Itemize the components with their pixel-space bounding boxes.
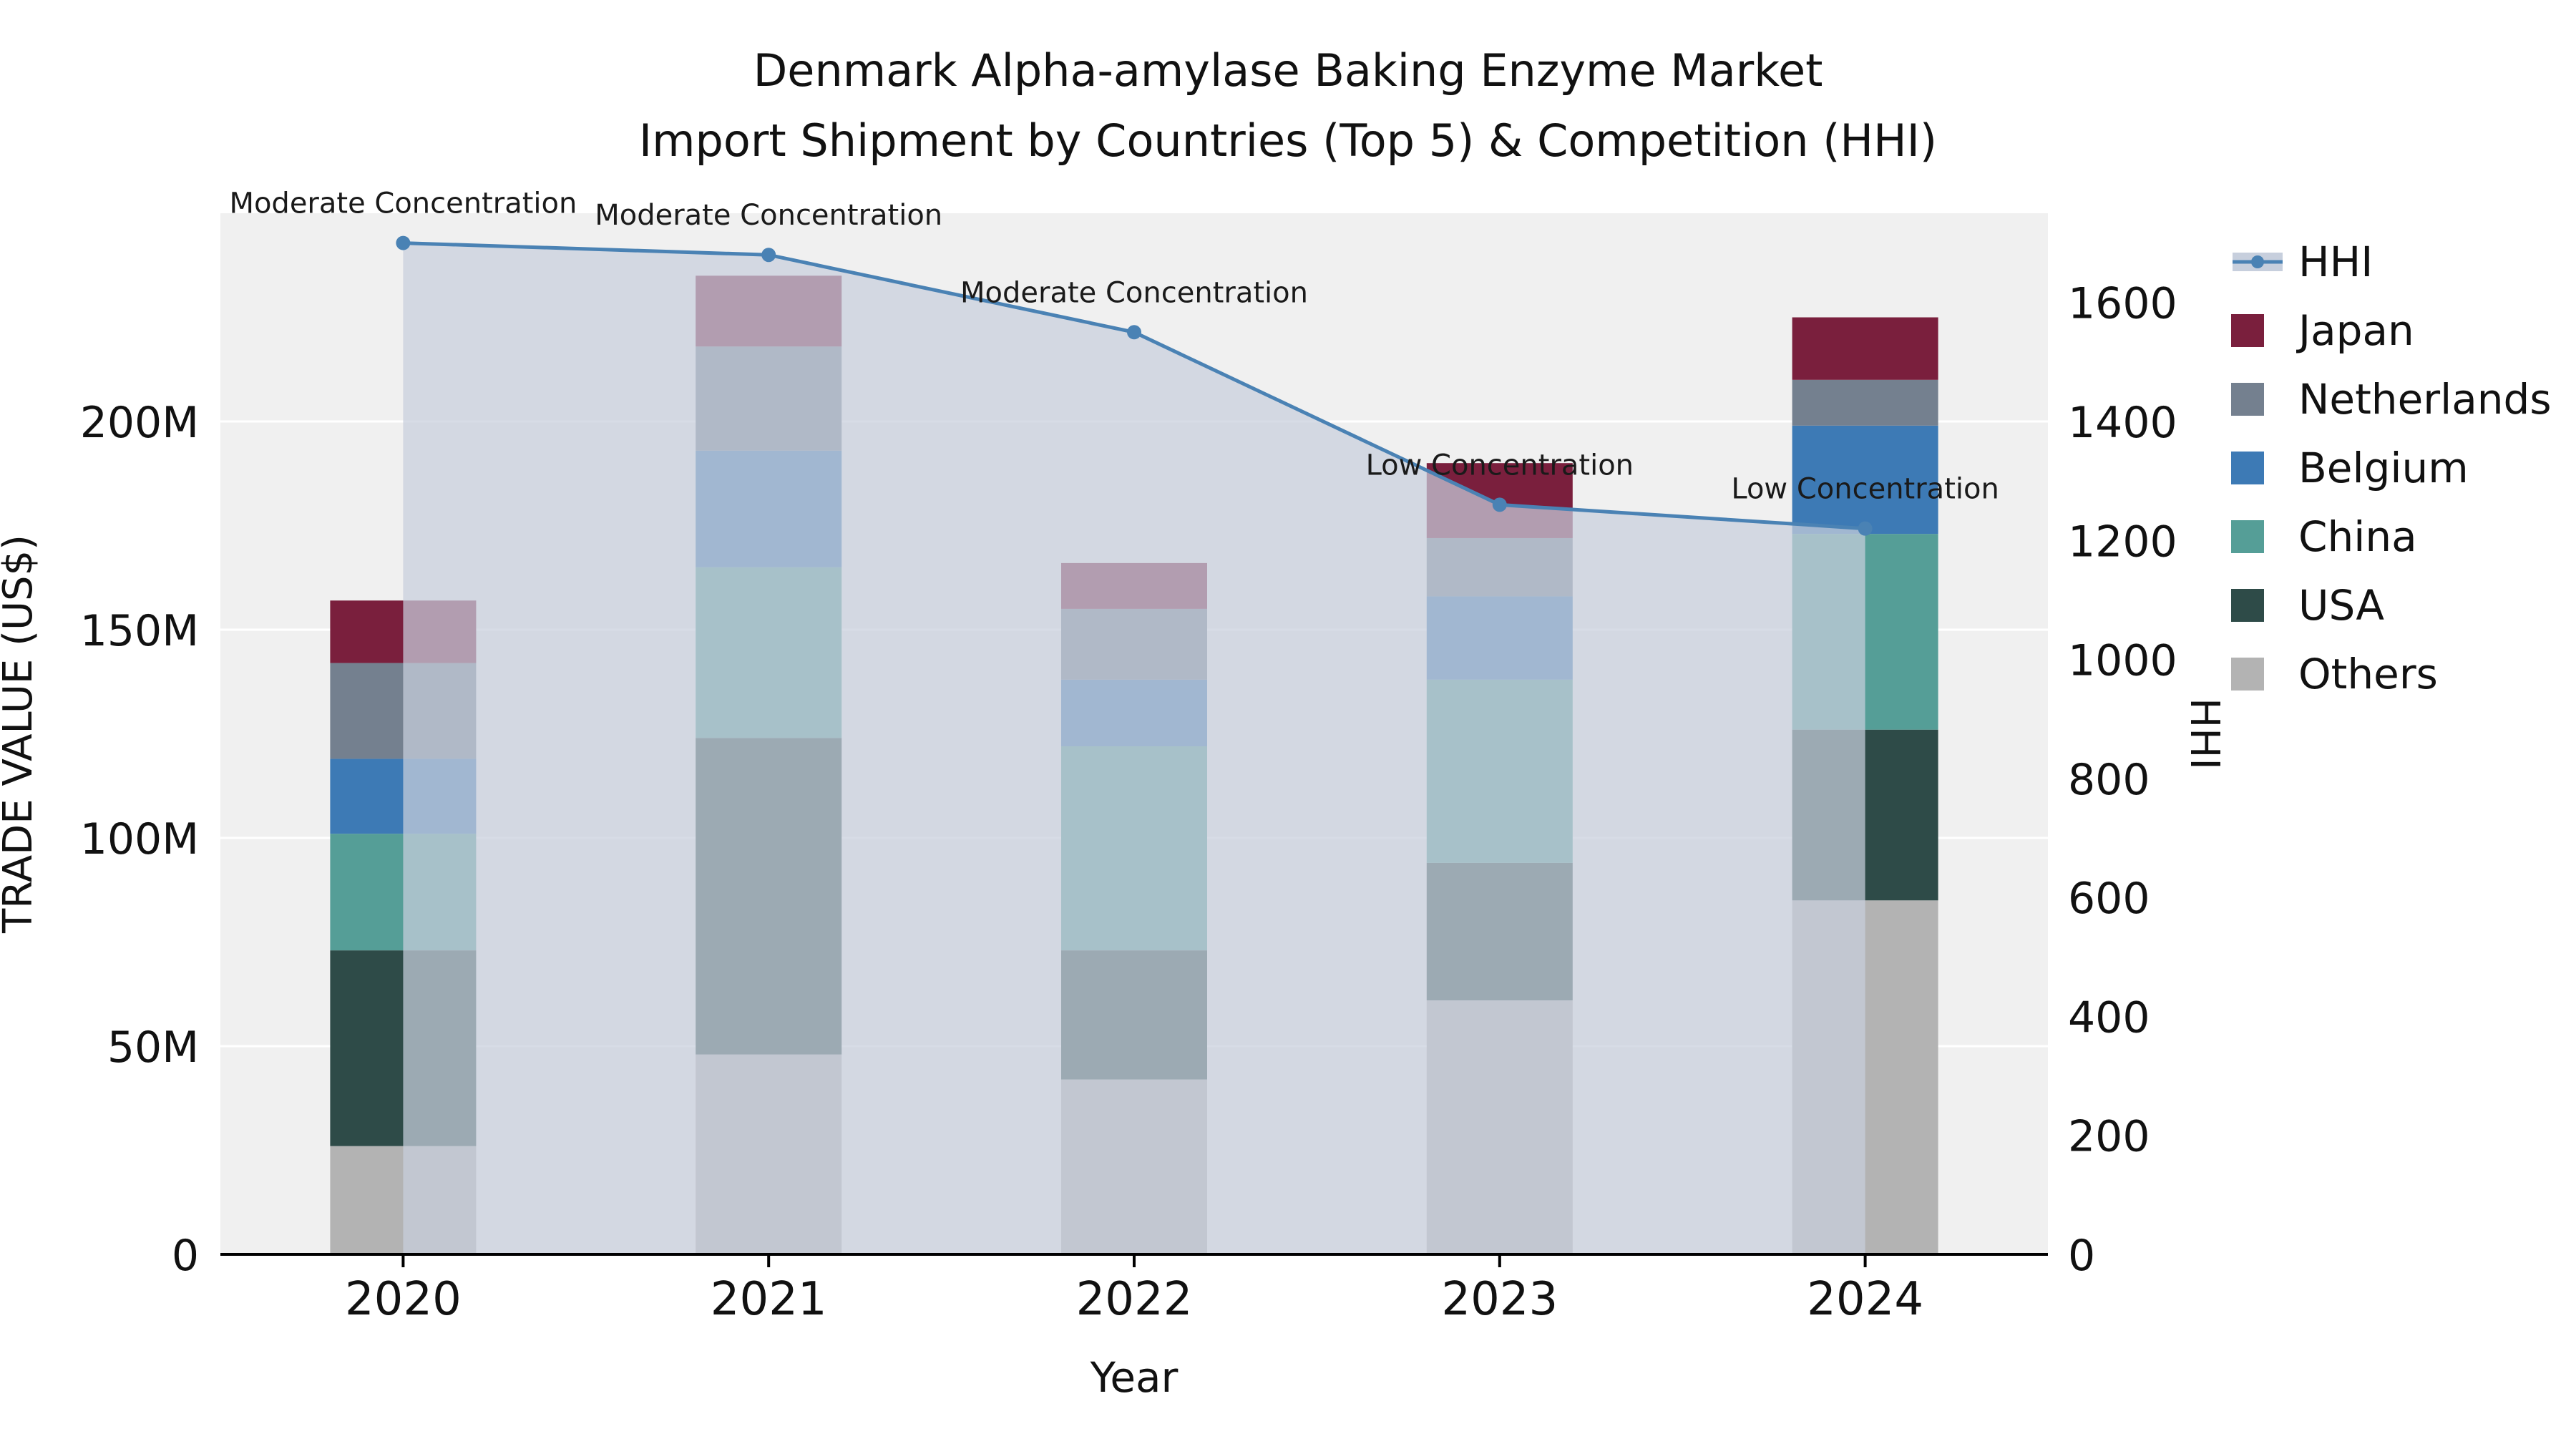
hhi-marker — [1492, 497, 1507, 512]
y-left-tick-label: 100M — [80, 814, 199, 864]
legend-item-japan: Japan — [2231, 296, 2552, 365]
legend-swatch-japan — [2231, 314, 2284, 347]
legend-label: Belgium — [2298, 444, 2469, 492]
color-swatch-icon — [2231, 658, 2264, 691]
annotation: Moderate Concentration — [960, 276, 1308, 309]
y-right-tick-label: 1200 — [2068, 517, 2177, 567]
x-tick-label: 2021 — [711, 1273, 827, 1326]
hhi-area — [403, 243, 1865, 1255]
legend-label: Others — [2298, 650, 2438, 698]
legend-item-hhi: HHI — [2231, 228, 2552, 296]
legend-item-others: Others — [2231, 640, 2552, 708]
annotation: Low Concentration — [1731, 473, 1999, 506]
legend-label: HHI — [2298, 238, 2373, 286]
annotation: Moderate Concentration — [229, 187, 577, 220]
legend-item-china: China — [2231, 502, 2552, 571]
x-tick-label: 2023 — [1441, 1273, 1558, 1326]
legend: HHI Japan Netherlands Belgium China USA Others — [2231, 228, 2552, 708]
hhi-marker — [761, 248, 776, 263]
legend-item-usa: USA — [2231, 571, 2552, 640]
x-tick-label: 2022 — [1076, 1273, 1193, 1326]
chart-title-block: Denmark Alpha-amylase Baking Enzyme Mark… — [0, 44, 2576, 168]
legend-swatch-china — [2231, 520, 2284, 553]
x-tick-label: 2020 — [345, 1273, 462, 1326]
hhi-line-sample-icon — [2233, 253, 2283, 271]
color-swatch-icon — [2231, 383, 2264, 416]
legend-label: Netherlands — [2298, 375, 2552, 424]
legend-label: China — [2298, 512, 2417, 561]
hhi-marker — [1127, 325, 1141, 340]
axis-title-left: TRADE VALUE (US$) — [0, 535, 42, 934]
axis-title-right: HHI — [2181, 698, 2228, 770]
legend-label: Japan — [2298, 306, 2414, 355]
y-left-tick-label: 0 — [172, 1231, 199, 1281]
y-right-tick-label: 1600 — [2068, 279, 2177, 329]
y-left-tick-label: 150M — [80, 606, 199, 656]
legend-swatch-netherlands — [2231, 383, 2284, 416]
legend-swatch-usa — [2231, 589, 2284, 622]
legend-swatch-others — [2231, 658, 2284, 691]
chart-title: Denmark Alpha-amylase Baking Enzyme Mark… — [753, 44, 1823, 97]
color-swatch-icon — [2231, 520, 2264, 553]
y-left-tick-label: 50M — [107, 1023, 199, 1073]
legend-label: USA — [2298, 581, 2385, 630]
axis-title-bottom: Year — [1090, 1353, 1179, 1402]
y-right-tick-label: 1000 — [2068, 636, 2177, 686]
y-right-tick-label: 200 — [2068, 1112, 2150, 1162]
hhi-marker — [1858, 521, 1873, 536]
y-left-tick-label: 200M — [80, 398, 199, 448]
legend-swatch-belgium — [2231, 452, 2284, 484]
y-right-tick-label: 1400 — [2068, 398, 2177, 448]
y-right-tick-label: 400 — [2068, 992, 2150, 1043]
annotation: Low Concentration — [1366, 449, 1634, 482]
y-right-tick-label: 600 — [2068, 874, 2150, 924]
y-right-tick-label: 800 — [2068, 755, 2150, 805]
color-swatch-icon — [2231, 452, 2264, 484]
legend-item-belgium: Belgium — [2231, 434, 2552, 502]
annotation: Moderate Concentration — [595, 199, 942, 232]
x-tick-label: 2024 — [1807, 1273, 1923, 1326]
color-swatch-icon — [2231, 589, 2264, 622]
color-swatch-icon — [2231, 314, 2264, 347]
bar-segment-belgium — [1792, 425, 1938, 535]
hhi-marker — [396, 235, 411, 250]
bar-segment-netherlands — [1792, 379, 1938, 426]
legend-line-sample-hhi — [2231, 245, 2284, 278]
y-right-tick-label: 0 — [2068, 1231, 2095, 1281]
chart-subtitle: Import Shipment by Countries (Top 5) & C… — [638, 114, 1938, 167]
legend-item-netherlands: Netherlands — [2231, 365, 2552, 434]
bar-segment-japan — [1792, 317, 1938, 380]
